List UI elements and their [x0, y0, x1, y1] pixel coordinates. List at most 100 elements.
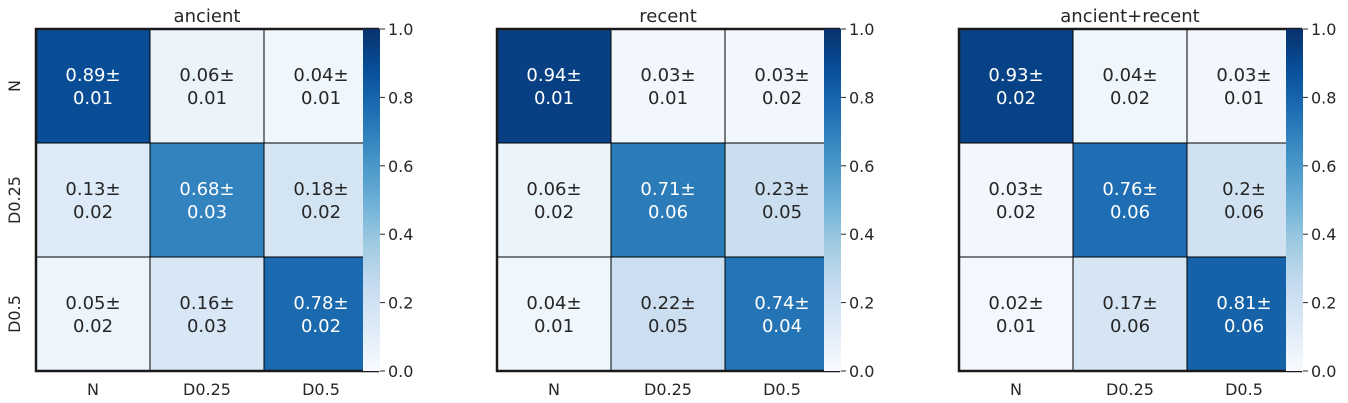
cell-std: 0.03 — [187, 202, 227, 223]
cell-std: 0.01 — [996, 316, 1036, 337]
cell-rect — [1186, 28, 1302, 144]
colorbar: 0.0 0.2 0.4 0.6 0.8 1.0 — [824, 20, 874, 381]
cell-rect — [149, 142, 265, 258]
cell-value-label: 0.06± 0.02 — [526, 179, 581, 223]
cell-mean: 0.04± — [1102, 65, 1157, 86]
colorbar-tick-label: 0.2 — [388, 294, 413, 313]
cell-value-label: 0.03± 0.02 — [988, 179, 1043, 223]
cell-value-label: 0.04± 0.02 — [1102, 65, 1157, 109]
cell-rect — [958, 142, 1074, 258]
cell-rect — [149, 256, 265, 372]
cell-std: 0.01 — [648, 88, 688, 109]
cell-value-label: 0.02± 0.01 — [988, 293, 1043, 337]
cell-std: 0.01 — [301, 88, 341, 109]
cell-std: 0.05 — [648, 316, 688, 337]
cell-rect — [724, 28, 840, 144]
colorbar-tick-label: 1.0 — [1311, 20, 1336, 39]
heatmap-cell: 0.02± 0.01 — [958, 256, 1074, 372]
cell-mean: 0.2± — [1222, 179, 1266, 200]
colorbar-tick-label: 0.6 — [849, 157, 874, 176]
cell-rect — [958, 256, 1074, 372]
panel-title: ancient — [174, 6, 241, 27]
cell-rect — [1186, 256, 1302, 372]
cell-mean: 0.71± — [640, 179, 695, 200]
heatmap-cell: 0.71± 0.06 — [610, 142, 726, 258]
cell-std: 0.01 — [534, 88, 574, 109]
cell-rect — [724, 256, 840, 372]
cell-std: 0.01 — [187, 88, 227, 109]
y-tick-label: N — [5, 80, 24, 92]
y-tick-label: D0.5 — [5, 295, 24, 333]
x-tick-label: D0.5 — [1225, 380, 1263, 399]
cell-rect — [496, 28, 612, 144]
cell-value-label: 0.18± 0.02 — [293, 179, 348, 223]
heatmap-cell: 0.23± 0.05 — [724, 142, 840, 258]
colorbar-gradient — [824, 29, 841, 371]
cell-mean: 0.04± — [293, 65, 348, 86]
cell-rect — [35, 256, 151, 372]
cell-value-label: 0.76± 0.06 — [1102, 179, 1157, 223]
cell-value-label: 0.05± 0.02 — [65, 293, 120, 337]
cell-value-label: 0.03± 0.01 — [640, 65, 695, 109]
heatmap-cell: 0.03± 0.01 — [1186, 28, 1302, 144]
cell-value-label: 0.23± 0.05 — [754, 179, 809, 223]
cell-std: 0.02 — [996, 202, 1036, 223]
cell-mean: 0.06± — [179, 65, 234, 86]
cell-std: 0.06 — [648, 202, 688, 223]
cell-mean: 0.17± — [1102, 293, 1157, 314]
heatmap-cell: 0.94± 0.01 — [496, 28, 612, 144]
cell-value-label: 0.93± 0.02 — [988, 65, 1043, 109]
cell-std: 0.02 — [1110, 88, 1150, 109]
heatmap-cell: 0.68± 0.03 — [149, 142, 265, 258]
cell-std: 0.05 — [762, 202, 802, 223]
cell-mean: 0.23± — [754, 179, 809, 200]
heatmap-cell: 0.13± 0.02 — [35, 142, 151, 258]
y-tick-label: D0.25 — [5, 176, 24, 224]
colorbar-tick-label: 0.4 — [1311, 225, 1336, 244]
heatmap-cell: 0.93± 0.02 — [958, 28, 1074, 144]
x-tick-label: D0.5 — [302, 380, 340, 399]
cell-value-label: 0.74± 0.04 — [754, 293, 809, 337]
cell-mean: 0.05± — [65, 293, 120, 314]
cell-mean: 0.06± — [526, 179, 581, 200]
cell-rect — [1072, 256, 1188, 372]
cell-mean: 0.89± — [65, 65, 120, 86]
cell-std: 0.01 — [1224, 88, 1264, 109]
cell-std: 0.06 — [1110, 202, 1150, 223]
cell-mean: 0.68± — [179, 179, 234, 200]
cell-mean: 0.03± — [1216, 65, 1271, 86]
cell-mean: 0.16± — [179, 293, 234, 314]
cell-mean: 0.03± — [754, 65, 809, 86]
heatmap-cell: 0.06± 0.02 — [496, 142, 612, 258]
cell-std: 0.02 — [301, 202, 341, 223]
heatmap-cell: 0.03± 0.01 — [610, 28, 726, 144]
colorbar-tick-label: 0.4 — [388, 225, 413, 244]
cell-rect — [263, 256, 379, 372]
heatmap-cell: 0.2± 0.06 — [1186, 142, 1302, 258]
cell-std: 0.04 — [762, 316, 802, 337]
cell-std: 0.03 — [187, 316, 227, 337]
cell-value-label: 0.04± 0.01 — [526, 293, 581, 337]
cell-rect — [610, 142, 726, 258]
cell-value-label: 0.22± 0.05 — [640, 293, 695, 337]
colorbar-gradient — [1286, 29, 1303, 371]
cell-value-label: 0.03± 0.01 — [1216, 65, 1271, 109]
cell-rect — [1186, 142, 1302, 258]
cell-mean: 0.02± — [988, 293, 1043, 314]
x-tick-label: N — [87, 380, 99, 399]
cell-mean: 0.03± — [640, 65, 695, 86]
colorbar-tick-label: 0.2 — [1311, 294, 1336, 313]
colorbar-tick-label: 0.0 — [388, 362, 413, 381]
cell-value-label: 0.78± 0.02 — [293, 293, 348, 337]
cell-rect — [263, 142, 379, 258]
cell-std: 0.02 — [534, 202, 574, 223]
x-tick-label: D0.25 — [183, 380, 231, 399]
cell-rect — [496, 256, 612, 372]
heatmap-cell: 0.05± 0.02 — [35, 256, 151, 372]
heatmap-cell: 0.04± 0.02 — [1072, 28, 1188, 144]
colorbar: 0.0 0.2 0.4 0.6 0.8 1.0 — [1286, 20, 1336, 381]
heatmap-cell: 0.22± 0.05 — [610, 256, 726, 372]
colorbar-tick-label: 0.8 — [1311, 88, 1336, 107]
x-tick-label: D0.5 — [763, 380, 801, 399]
